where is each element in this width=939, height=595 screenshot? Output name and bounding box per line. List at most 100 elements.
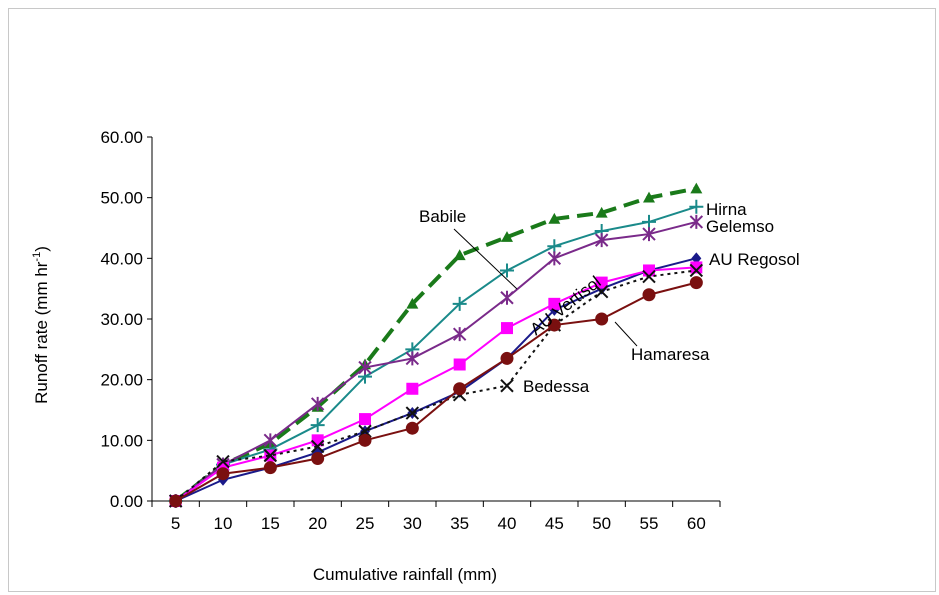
- data-point: [453, 249, 466, 261]
- data-point: [500, 351, 514, 365]
- data-point: [358, 360, 372, 375]
- data-point: [406, 297, 419, 309]
- data-point: [643, 191, 655, 203]
- y-tick-label: 30.00: [100, 310, 143, 329]
- series-hamaresa: [169, 276, 703, 508]
- axes: [147, 136, 721, 507]
- series-babile: [169, 182, 703, 506]
- series-line-hirna: [175, 205, 697, 502]
- leader-line-hamaresa: [614, 321, 638, 347]
- annotation-bedessa: Bedessa: [523, 377, 590, 396]
- data-point: [547, 251, 562, 266]
- series-line-babile: [174, 186, 697, 503]
- data-point: [310, 418, 325, 433]
- series-line-bedessa: [175, 269, 697, 502]
- x-tick-label: 20: [308, 514, 327, 533]
- data-point: [594, 233, 609, 248]
- data-point: [689, 214, 704, 229]
- annotation-hamaresa: Hamaresa: [631, 345, 710, 364]
- x-tick-label: 60: [687, 514, 706, 533]
- x-tick-label: 55: [640, 514, 659, 533]
- data-point: [547, 239, 562, 254]
- data-point: [643, 264, 655, 277]
- data-point: [689, 263, 704, 278]
- annotation-babile: Babile: [419, 207, 466, 226]
- y-tick-label: 0.00: [110, 492, 143, 511]
- data-point: [595, 206, 608, 218]
- y-tick-label: 40.00: [100, 249, 143, 268]
- data-point: [310, 439, 325, 454]
- x-tick-label: 50: [592, 514, 611, 533]
- data-point: [406, 382, 419, 395]
- y-axis-label: Runoff rate (mm hr-1): [31, 246, 51, 404]
- data-point: [501, 231, 513, 242]
- y-tick-label: 20.00: [100, 371, 143, 390]
- series-line-hamaresa: [175, 281, 697, 502]
- x-axis-label: Cumulative rainfall (mm): [313, 565, 497, 584]
- y-axis-label-end: ): [32, 246, 51, 252]
- data-point: [689, 276, 703, 290]
- y-tick-label: 50.00: [100, 189, 143, 208]
- series-line-au-regosol: [175, 257, 697, 502]
- data-point: [642, 288, 656, 302]
- data-point: [169, 494, 183, 508]
- data-point: [690, 261, 703, 274]
- data-point: [594, 284, 609, 299]
- series-au-regosol: [170, 252, 702, 507]
- x-tick-label: 45: [545, 514, 564, 533]
- data-point: [405, 406, 420, 420]
- x-tick-label: 35: [450, 514, 469, 533]
- leader-line-babile: [453, 228, 518, 290]
- series-line-gelemso: [175, 220, 697, 502]
- data-point: [405, 351, 420, 366]
- data-point: [548, 212, 561, 224]
- x-tick-label: 5: [171, 514, 180, 533]
- y-tick-label: 10.00: [100, 431, 143, 450]
- data-point: [547, 318, 561, 332]
- x-tick-label: 15: [261, 514, 280, 533]
- data-point: [358, 433, 372, 447]
- annotation-au-regosol: AU Regosol: [709, 250, 800, 269]
- data-point: [263, 448, 278, 463]
- x-tick-label: 25: [356, 514, 375, 533]
- data-point: [595, 312, 609, 326]
- data-point: [501, 322, 513, 335]
- data-point: [216, 454, 230, 469]
- x-tick-labels: 5 10 15 20 25 30 35 40 45 50 55 60: [171, 514, 706, 533]
- data-point: [216, 467, 230, 481]
- x-tick-label: 40: [498, 514, 517, 533]
- data-point: [453, 382, 467, 396]
- data-point: [691, 252, 702, 265]
- y-tick-label: 60.00: [100, 128, 143, 147]
- data-point: [263, 461, 277, 475]
- y-axis-label-main: Runoff rate (mm hr: [32, 261, 51, 404]
- data-point: [642, 227, 656, 242]
- annotation-gelemso: Gelemso: [706, 217, 774, 236]
- data-point: [500, 379, 514, 393]
- data-point: [359, 413, 371, 426]
- series-group: [168, 182, 704, 508]
- line-chart: 5 10 15 20 25 30 35 40 45 50 55 60 0.00 10.00 20.00 30…: [31, 128, 800, 584]
- data-point: [500, 290, 514, 305]
- data-point: [452, 327, 467, 342]
- data-point: [642, 214, 656, 229]
- chart-frame: 5 10 15 20 25 30 35 40 45 50 55 60 0.00 10.00 20.00 30…: [8, 8, 936, 592]
- data-point: [453, 358, 466, 371]
- data-point: [690, 182, 703, 194]
- data-point: [452, 296, 467, 311]
- series-line-au-vertisol: [175, 266, 697, 502]
- data-point: [263, 433, 278, 448]
- annotation-au-vertisol: AU Vertisol: [527, 272, 605, 339]
- x-tick-label: 10: [214, 514, 233, 533]
- y-axis-label-sup: -1: [31, 252, 43, 262]
- data-point: [548, 297, 561, 310]
- data-point: [689, 199, 704, 214]
- data-point: [595, 276, 608, 289]
- data-point: [500, 263, 514, 278]
- y-tick-labels: 0.00 10.00 20.00 30.00 40.00 50.00 60.00: [100, 128, 143, 511]
- data-point: [310, 396, 325, 411]
- x-tick-label: 30: [403, 514, 422, 533]
- data-point: [405, 421, 419, 435]
- data-point: [311, 452, 325, 466]
- annotation-hirna: Hirna: [706, 200, 747, 219]
